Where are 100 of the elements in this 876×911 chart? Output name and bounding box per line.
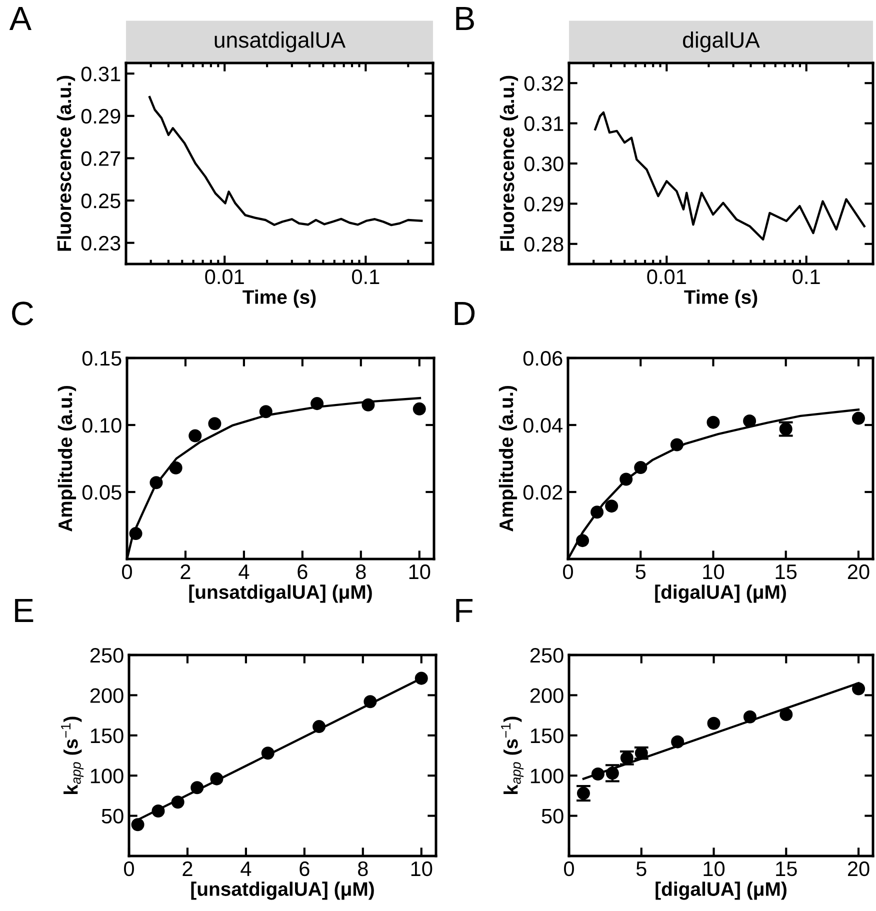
y-tick-label: 250 <box>90 648 124 663</box>
x-tick-label: 0 <box>122 564 132 580</box>
y-tick-label: 0.02 <box>523 485 562 500</box>
x-tick-label: 2 <box>180 564 190 579</box>
x-tick-label: 6 <box>298 564 308 580</box>
y-tick-label: 100 <box>530 768 564 784</box>
y-tick-label: 0.15 <box>82 351 122 366</box>
point <box>852 682 866 696</box>
x-tick-label: 10 <box>411 861 432 876</box>
y-tick-label: 0.04 <box>523 418 563 433</box>
point <box>780 708 793 721</box>
point <box>706 416 720 429</box>
y-tick-label: 0.32 <box>524 76 564 91</box>
y-tick-label: 0.28 <box>524 236 564 252</box>
y-tick-label: 0.30 <box>524 156 564 172</box>
y-tick-label: 0.10 <box>82 418 122 433</box>
x-tick-label: 0.1 <box>352 269 380 284</box>
y-tick-label: 0.31 <box>81 66 120 82</box>
point <box>852 412 865 425</box>
x-axis-title: [unsatdigalUA] (μM) <box>189 584 372 603</box>
x-tick-label: 0.1 <box>792 269 820 284</box>
x-tick-label: 15 <box>776 862 797 876</box>
y-axis-title: Amplitude (a.u.) <box>58 386 76 532</box>
y-tick-label: 0.29 <box>524 196 564 212</box>
point <box>171 796 184 809</box>
x-tick-label: 10 <box>703 564 724 580</box>
point <box>670 438 684 452</box>
point <box>208 417 222 430</box>
point <box>131 818 144 832</box>
text: B <box>456 7 474 30</box>
x-axis-title: [digalUA] (μM) <box>656 882 786 900</box>
text: E <box>15 599 34 622</box>
x-tick-label: 0.01 <box>647 269 686 284</box>
x-tick-label: 5 <box>636 564 646 580</box>
x-tick-label: 4 <box>240 862 252 876</box>
point <box>150 476 163 490</box>
x-axis-title: [unsatdigalUA] (μM) <box>191 882 374 900</box>
x-tick-label: 20 <box>848 861 870 876</box>
x-axis-title: Time (s) <box>242 290 316 308</box>
x-tick-label: 0.01 <box>205 269 244 284</box>
x-tick-label: 20 <box>848 564 870 580</box>
chart-title: digalUA <box>683 32 760 52</box>
point <box>169 461 182 474</box>
y-axis-title: k$_{app}$ (s$^{−1}$) <box>501 716 524 794</box>
y-tick-label: 0.29 <box>81 108 120 124</box>
y-tick-label: 250 <box>530 648 564 663</box>
y-tick-label: 150 <box>530 728 564 744</box>
x-tick-label: 15 <box>776 564 797 580</box>
y-axis-title: k$_{app}$ (s$^{−1}$) <box>61 716 84 794</box>
point <box>576 534 590 548</box>
x-axis-title: [digalUA] (μM) <box>655 584 786 603</box>
y-tick-label: 0.31 <box>524 116 564 132</box>
y-tick-label: 100 <box>90 768 124 784</box>
point <box>129 527 142 540</box>
point <box>591 767 604 780</box>
x-tick-label: 5 <box>636 862 646 876</box>
point <box>590 506 604 519</box>
point <box>671 735 684 748</box>
y-axis-title: Fluorescence (a.u.) <box>56 76 76 251</box>
point <box>259 405 272 418</box>
point <box>634 461 648 474</box>
y-tick-label: 0.25 <box>81 194 120 208</box>
point <box>364 695 377 708</box>
point <box>743 414 756 428</box>
y-tick-label: 50 <box>102 808 124 824</box>
x-tick-label: 6 <box>300 861 310 876</box>
y-tick-label: 0.27 <box>81 151 120 166</box>
x-tick-label: 2 <box>182 861 192 876</box>
point <box>152 804 165 818</box>
point <box>312 720 326 734</box>
y-tick-label: 200 <box>530 688 564 703</box>
point <box>310 397 324 410</box>
x-tick-label: 8 <box>358 861 368 876</box>
point <box>190 781 204 794</box>
text: A <box>9 7 32 30</box>
point <box>707 716 720 730</box>
x-tick-label: 4 <box>238 564 250 579</box>
y-tick-label: 0.05 <box>82 485 122 500</box>
y-tick-label: 150 <box>90 728 124 744</box>
point <box>188 429 202 442</box>
x-axis-title: Time (s) <box>684 290 758 308</box>
y-tick-label: 0.23 <box>81 236 120 251</box>
text: F <box>456 599 473 622</box>
x-tick-label: 0 <box>563 564 573 580</box>
y-tick-label: 50 <box>542 808 564 824</box>
y-tick-label: 0.06 <box>523 351 562 366</box>
point <box>743 710 756 724</box>
point <box>414 672 428 685</box>
text: C <box>12 302 34 326</box>
x-tick-label: 8 <box>356 564 366 580</box>
x-tick-label: 0 <box>564 861 574 876</box>
y-axis-title: Amplitude (a.u.) <box>498 386 518 532</box>
text: D <box>454 302 475 325</box>
x-tick-label: 10 <box>704 861 725 876</box>
x-tick-label: 0 <box>124 861 134 876</box>
point <box>362 398 375 412</box>
chart-title: unsatdigalUA <box>214 32 346 52</box>
y-axis-title: Fluorescence (a.u.) <box>500 76 518 251</box>
point <box>412 402 426 416</box>
point <box>261 746 274 760</box>
